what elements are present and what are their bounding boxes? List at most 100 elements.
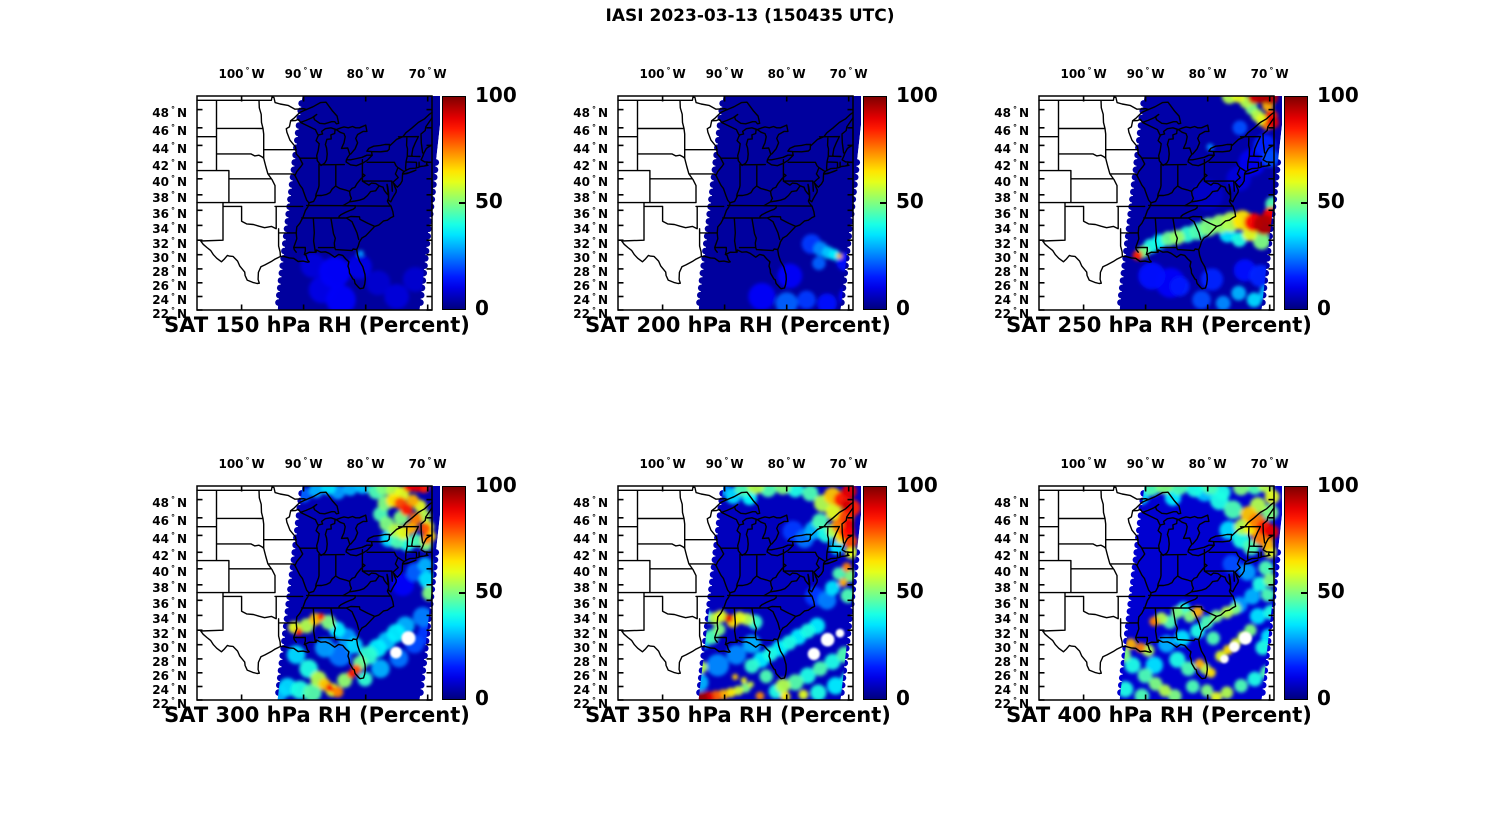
degree-symbol: °: [170, 654, 175, 664]
degree-symbol: °: [170, 220, 175, 230]
map-frame: [617, 485, 854, 701]
degree-symbol: °: [170, 157, 175, 167]
tick-suffix: N: [1018, 124, 1029, 139]
tick-suffix: N: [1018, 655, 1029, 670]
tick-suffix: W: [1275, 457, 1289, 471]
degree-symbol: °: [170, 564, 175, 574]
tick-value: 34: [573, 221, 590, 236]
colorbar-label-mid: 50: [1317, 189, 1345, 213]
tick-value: 26: [994, 669, 1011, 684]
tick-suffix: W: [672, 457, 686, 471]
map-plot: [1038, 95, 1282, 311]
tick-suffix: W: [251, 457, 265, 471]
colorbar-mid-tick: [880, 202, 886, 204]
tick-suffix: N: [1018, 596, 1029, 611]
degree-symbol: °: [1012, 292, 1017, 302]
colorbar-label-mid: 50: [896, 189, 924, 213]
tick-value: 46: [152, 124, 169, 139]
tick-value: 30: [994, 251, 1011, 266]
degree-symbol: °: [427, 456, 432, 465]
degree-symbol: °: [1012, 595, 1017, 605]
y-tick-label: 26 ° N: [552, 665, 608, 683]
tick-value: 42: [994, 158, 1011, 173]
tick-value: 38: [573, 581, 590, 596]
rh-blobs: [748, 234, 859, 310]
x-tick-label: 90 ° W: [1111, 66, 1181, 81]
tick-value: 70: [1250, 457, 1268, 471]
degree-symbol: °: [365, 66, 370, 75]
map-panel-300hpa: 100 ° W 90 ° W 80 ° W 70 ° W 48 ° N 46 ° N 44 ° N 42 ° N 40 ° N 38 °…: [152, 456, 517, 727]
tick-value: 80: [767, 67, 785, 81]
y-tick-label: 38 ° N: [131, 187, 187, 205]
tick-value: 36: [994, 206, 1011, 221]
y-tick-label: 22 ° N: [131, 693, 187, 711]
tick-suffix: N: [597, 548, 608, 563]
tick-value: 42: [573, 158, 590, 173]
degree-symbol: °: [591, 564, 596, 574]
tick-suffix: N: [597, 251, 608, 266]
degree-symbol: °: [591, 157, 596, 167]
y-tick-label: 40 ° N: [973, 171, 1029, 189]
map-panel-400hpa: 100 ° W 90 ° W 80 ° W 70 ° W 48 ° N 46 ° N 44 ° N 42 ° N 40 ° N 38 °…: [994, 456, 1359, 727]
tick-value: 90: [1126, 457, 1144, 471]
tick-suffix: N: [597, 236, 608, 251]
tick-suffix: N: [176, 683, 187, 698]
degree-symbol: °: [591, 292, 596, 302]
degree-symbol: °: [170, 682, 175, 692]
y-tick-label: 36 ° N: [973, 593, 1029, 611]
tick-value: 70: [829, 67, 847, 81]
degree-symbol: °: [591, 140, 596, 150]
degree-symbol: °: [1207, 66, 1212, 75]
tick-value: 46: [994, 124, 1011, 139]
tick-suffix: N: [597, 531, 608, 546]
tick-value: 30: [573, 251, 590, 266]
colorbar-label-min: 0: [896, 296, 910, 320]
tick-value: 24: [994, 293, 1011, 308]
tick-suffix: N: [1018, 251, 1029, 266]
y-tick-label: 46 ° N: [552, 510, 608, 528]
y-tick-label: 26 ° N: [131, 665, 187, 683]
x-tick-label: 100 ° W: [628, 456, 698, 471]
colorbar-label-mid: 50: [896, 579, 924, 603]
degree-symbol: °: [724, 456, 729, 465]
tick-value: 32: [573, 236, 590, 251]
degree-symbol: °: [170, 174, 175, 184]
tick-suffix: N: [597, 206, 608, 221]
tick-value: 80: [1188, 67, 1206, 81]
y-tick-label: 48 ° N: [973, 492, 1029, 510]
tick-suffix: N: [176, 696, 187, 711]
y-tick-label: 32 ° N: [973, 233, 1029, 251]
degree-symbol: °: [170, 547, 175, 557]
degree-symbol: °: [591, 668, 596, 678]
tick-value: 22: [152, 696, 169, 711]
degree-symbol: °: [1012, 682, 1017, 692]
tick-suffix: N: [176, 531, 187, 546]
tick-suffix: N: [597, 293, 608, 308]
degree-symbol: °: [591, 682, 596, 692]
degree-symbol: °: [786, 66, 791, 75]
y-tick-label: 34 ° N: [131, 218, 187, 236]
degree-symbol: °: [1012, 235, 1017, 245]
y-tick-label: 34 ° N: [131, 608, 187, 626]
tick-value: 38: [573, 191, 590, 206]
degree-symbol: °: [591, 205, 596, 215]
degree-symbol: °: [1012, 513, 1017, 523]
tick-value: 100: [1060, 457, 1086, 471]
y-tick-label: 40 ° N: [973, 561, 1029, 579]
tick-suffix: N: [597, 611, 608, 626]
tick-suffix: N: [1018, 191, 1029, 206]
tick-value: 24: [994, 683, 1011, 698]
tick-value: 38: [994, 191, 1011, 206]
tick-suffix: N: [1018, 221, 1029, 236]
tick-suffix: W: [672, 67, 686, 81]
colorbar-mid-tick: [459, 592, 465, 594]
tick-value: 28: [573, 655, 590, 670]
map-frame: [1038, 95, 1275, 311]
tick-value: 34: [994, 611, 1011, 626]
y-tick-label: 30 ° N: [552, 637, 608, 655]
degree-symbol: °: [591, 654, 596, 664]
panel-title: SAT 400 hPa RH (Percent): [1006, 703, 1312, 727]
tick-suffix: N: [597, 626, 608, 641]
y-tick-label: 36 ° N: [131, 593, 187, 611]
x-tick-label: 100 ° W: [207, 66, 277, 81]
